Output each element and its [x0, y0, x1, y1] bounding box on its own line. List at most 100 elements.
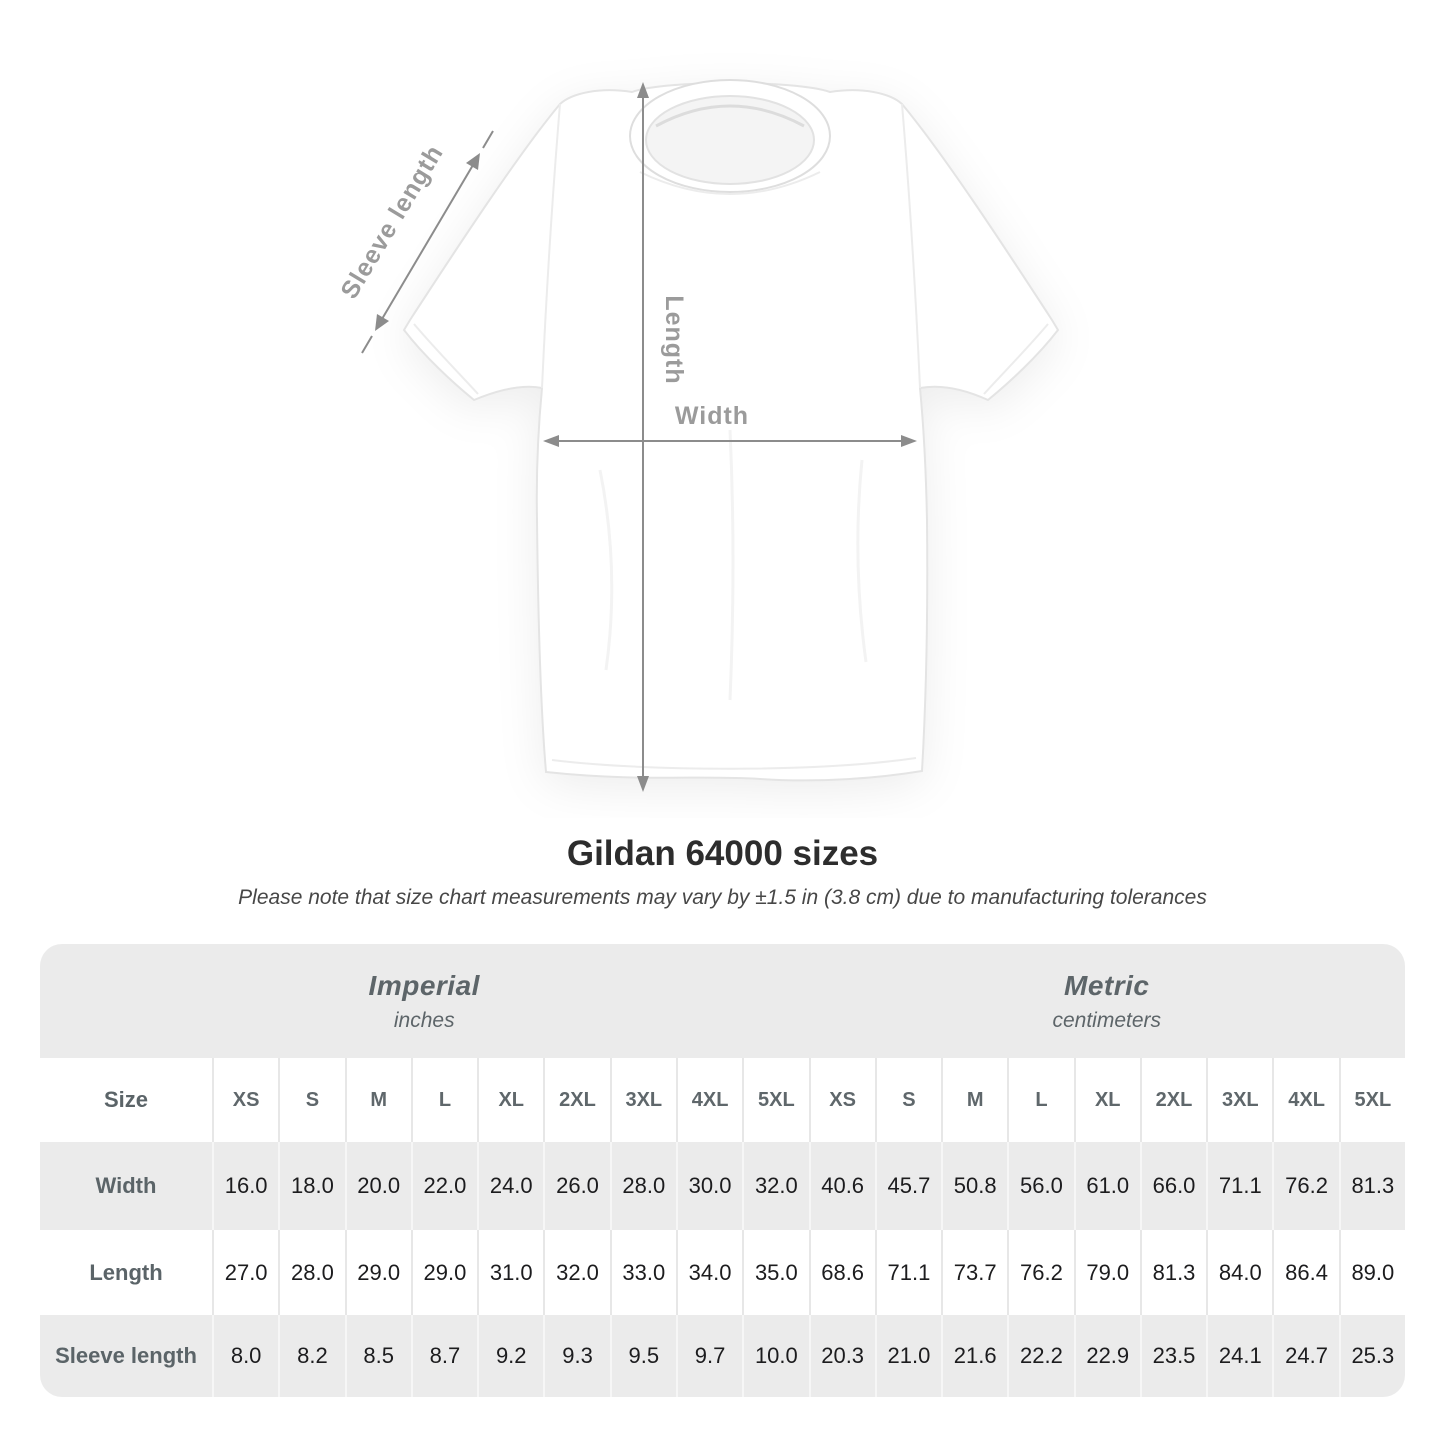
length-value-cell: 27.0: [212, 1230, 278, 1315]
sleeve-value-cell: 23.5: [1139, 1315, 1206, 1397]
metric-title: Metric: [1064, 969, 1150, 1001]
row-label-length: Length: [89, 1259, 163, 1285]
tshirt-seams: [413, 103, 1049, 770]
sleeve-value-cell: 8.0: [212, 1315, 278, 1397]
tshirt-image: Length Width Sleeve length: [335, 79, 1060, 792]
size-column-header: 2XL: [1139, 1058, 1206, 1142]
width-value-cell: 40.6: [808, 1142, 875, 1230]
tshirt-measurement-diagram: Length Width Sleeve length: [335, 79, 1060, 792]
imperial-group-header: Imperial inches: [40, 944, 809, 1058]
size-column-header: XL: [1073, 1058, 1140, 1142]
size-column-header: M: [941, 1058, 1007, 1142]
size-table: Imperial inches Metric centimeters Size …: [40, 944, 1405, 1397]
sleeve-value-cell: 9.2: [477, 1315, 543, 1397]
width-value-cell: 16.0: [212, 1142, 278, 1230]
length-value-cell: 68.6: [808, 1230, 875, 1315]
sleeve-value-cell: 22.9: [1073, 1315, 1140, 1397]
sleeve-value-cell: 9.5: [609, 1315, 676, 1397]
width-value-cell: 45.7: [874, 1142, 941, 1230]
width-value-cell: 32.0: [742, 1142, 808, 1230]
page-title: Gildan 64000 sizes: [566, 834, 879, 873]
tolerance-note: Please note that size chart measurements…: [238, 886, 1207, 909]
length-label: Length: [660, 295, 688, 384]
sleeve-value-cell: 25.3: [1338, 1315, 1405, 1397]
length-value-cell: 79.0: [1073, 1230, 1140, 1315]
width-value-cell: 24.0: [477, 1142, 543, 1230]
imperial-title: Imperial: [368, 969, 480, 1001]
sleeve-value-cell: 8.7: [410, 1315, 477, 1397]
size-header-label: Size: [103, 1087, 149, 1112]
length-value-cell: 73.7: [941, 1230, 1007, 1315]
size-column-header: 3XL: [609, 1058, 676, 1142]
size-column-header: S: [874, 1058, 941, 1142]
length-value-cell: 32.0: [543, 1230, 609, 1315]
width-value-cell: 28.0: [609, 1142, 676, 1230]
sleeve-value-cell: 8.2: [278, 1315, 344, 1397]
sleeve-value-cell: 10.0: [742, 1315, 808, 1397]
length-value-cell: 29.0: [410, 1230, 477, 1315]
size-column-header: 4XL: [1272, 1058, 1338, 1142]
row-label-width: Width: [95, 1173, 157, 1198]
width-value-cell: 66.0: [1139, 1142, 1206, 1230]
width-label: Width: [675, 402, 749, 430]
length-value-cell: 35.0: [742, 1230, 808, 1315]
metric-group-header: Metric centimeters: [809, 944, 1406, 1058]
sleeve-value-cell: 21.6: [941, 1315, 1007, 1397]
length-value-cell: 89.0: [1338, 1230, 1405, 1315]
sleeve-value-cell: 9.3: [543, 1315, 609, 1397]
sleeve-value-cell: 21.0: [874, 1315, 941, 1397]
size-column-header: M: [344, 1058, 411, 1142]
size-column-header: 2XL: [543, 1058, 609, 1142]
width-value-cell: 50.8: [941, 1142, 1007, 1230]
size-column-header: XL: [477, 1058, 543, 1142]
size-column-header: XS: [808, 1058, 875, 1142]
length-row: Length 27.0 28.0 29.0 29.0 31.0 32.0 33.…: [40, 1230, 1405, 1315]
width-value-cell: 18.0: [278, 1142, 344, 1230]
length-value-cell: 76.2: [1007, 1230, 1073, 1315]
length-value-cell: 29.0: [344, 1230, 411, 1315]
length-arrow: [637, 82, 649, 792]
size-column-header: L: [410, 1058, 477, 1142]
sleeve-value-cell: 24.1: [1206, 1315, 1272, 1397]
width-value-cell: 81.3: [1338, 1142, 1405, 1230]
sleeve-length-label: Sleeve length: [335, 140, 449, 304]
size-column-header: XS: [212, 1058, 278, 1142]
width-value-cell: 56.0: [1007, 1142, 1073, 1230]
length-value-cell: 33.0: [609, 1230, 676, 1315]
unit-band: Imperial inches Metric centimeters: [40, 944, 1405, 1058]
sleeve-value-cell: 20.3: [808, 1315, 875, 1397]
width-value-cell: 61.0: [1073, 1142, 1140, 1230]
sleeve-length-row: Sleeve length 8.0 8.2 8.5 8.7 9.2 9.3 9.…: [40, 1315, 1405, 1397]
size-column-header: 3XL: [1206, 1058, 1272, 1142]
size-header-row: Size XS S M L XL 2XL 3XL 4XL 5XL XS S M …: [40, 1058, 1405, 1142]
sleeve-length-arrow: [361, 130, 494, 354]
sleeve-value-cell: 8.5: [344, 1315, 411, 1397]
length-value-cell: 71.1: [874, 1230, 941, 1315]
sleeve-value-cell: 22.2: [1007, 1315, 1073, 1397]
length-value-cell: 31.0: [477, 1230, 543, 1315]
size-column-header: 5XL: [1338, 1058, 1405, 1142]
length-value-cell: 84.0: [1206, 1230, 1272, 1315]
width-value-cell: 30.0: [675, 1142, 742, 1230]
metric-unit: centimeters: [1052, 1008, 1162, 1032]
width-value-cell: 71.1: [1206, 1142, 1272, 1230]
length-value-cell: 34.0: [675, 1230, 742, 1315]
imperial-unit: inches: [393, 1008, 455, 1032]
length-value-cell: 28.0: [278, 1230, 344, 1315]
width-value-cell: 26.0: [543, 1142, 609, 1230]
width-value-cell: 76.2: [1272, 1142, 1338, 1230]
row-label-sleeve-length: Sleeve length: [55, 1343, 197, 1368]
size-column-header: L: [1007, 1058, 1073, 1142]
sleeve-value-cell: 9.7: [675, 1315, 742, 1397]
length-value-cell: 81.3: [1139, 1230, 1206, 1315]
size-column-header: 4XL: [675, 1058, 742, 1142]
length-value-cell: 86.4: [1272, 1230, 1338, 1315]
width-value-cell: 20.0: [344, 1142, 411, 1230]
width-row: Width 16.0 18.0 20.0 22.0 24.0 26.0 28.0…: [40, 1142, 1405, 1230]
tshirt-collar: [629, 79, 831, 195]
width-arrow: [543, 435, 917, 447]
size-column-header: 5XL: [742, 1058, 808, 1142]
size-column-header: S: [278, 1058, 344, 1142]
width-value-cell: 22.0: [410, 1142, 477, 1230]
